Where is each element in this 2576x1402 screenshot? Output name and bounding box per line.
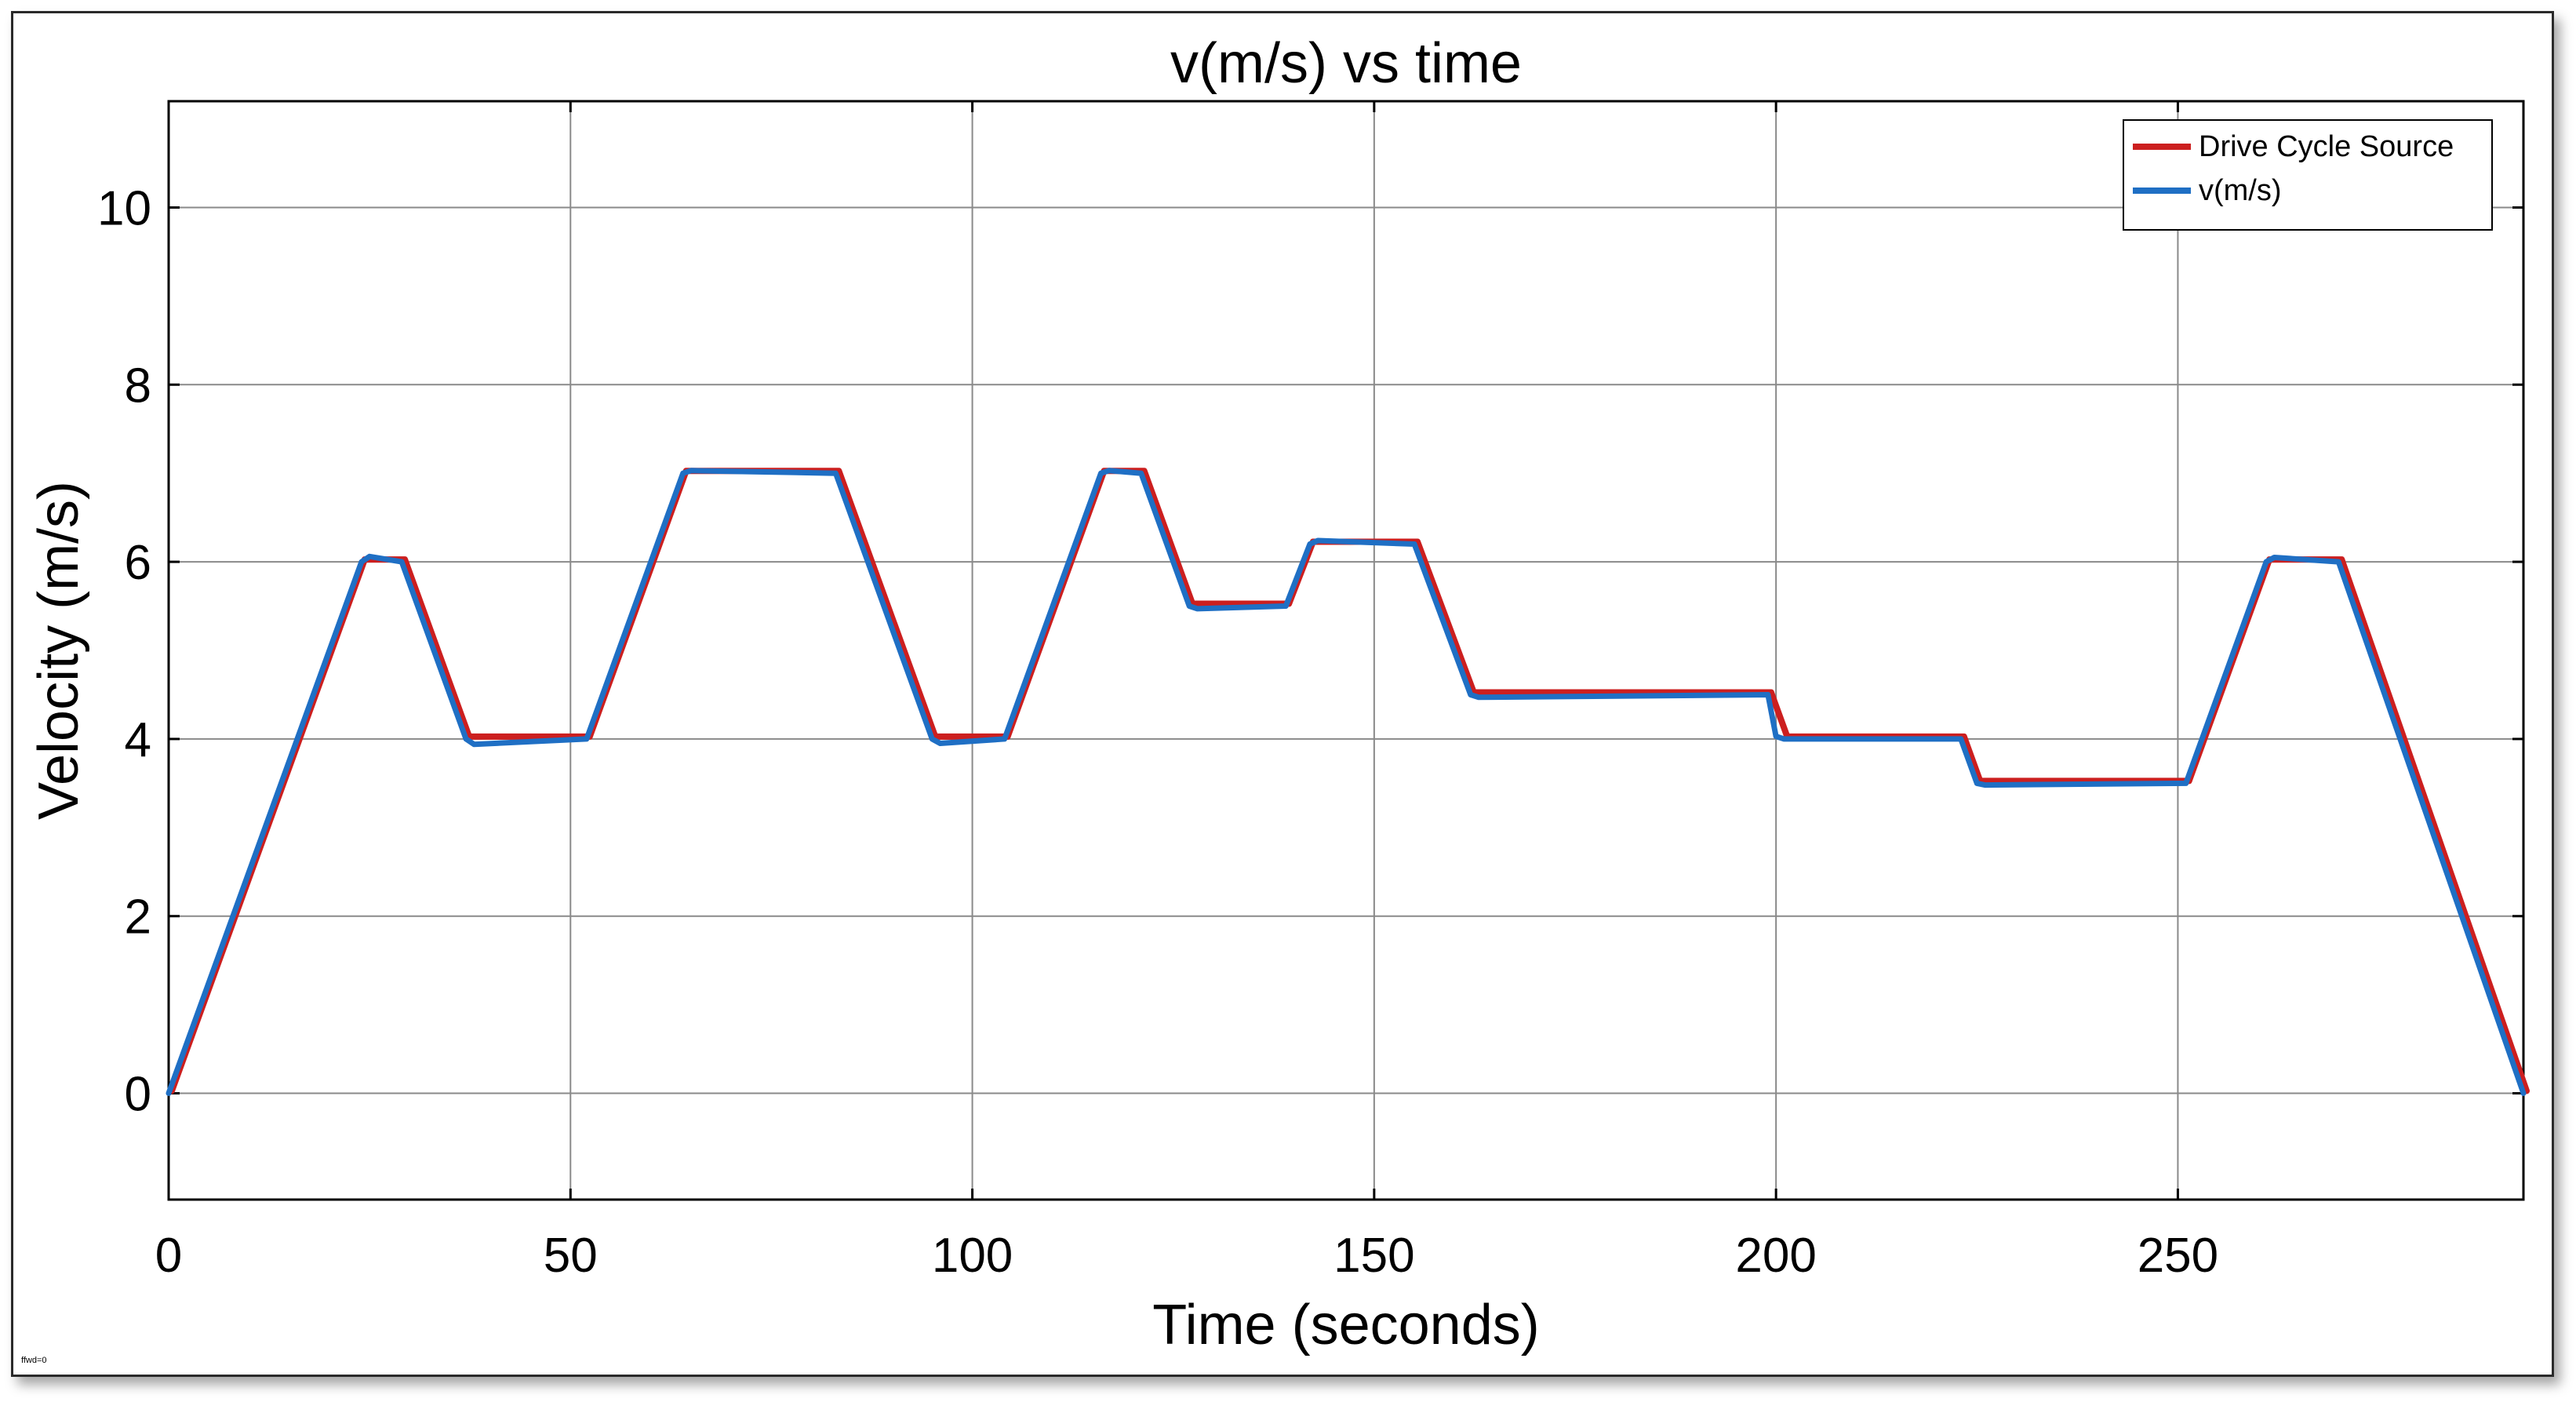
y-tick-label: 0 (125, 1068, 151, 1122)
x-tick-label: 150 (1333, 1229, 1414, 1283)
chart-svg: 0 50 100 150 200 250 0 2 4 6 8 10 v(m/s) vs time Ti… (21, 32, 2530, 1365)
x-tick-label: 50 (544, 1229, 598, 1283)
chart-title: v(m/s) vs time (1170, 32, 1522, 95)
x-tick-label: 200 (1735, 1229, 1816, 1283)
y-axis-label: Velocity (m/s) (27, 481, 90, 820)
legend: Drive Cycle Source v(m/s) (2123, 119, 2493, 231)
y-tick-label: 10 (97, 181, 151, 235)
x-tick-label: 100 (932, 1229, 1013, 1283)
series-layer (166, 468, 2530, 1096)
series-line-velocity (166, 468, 2527, 1096)
x-tick-label: 0 (155, 1229, 182, 1283)
legend-entry-label: Drive Cycle Source (2199, 130, 2454, 163)
chart-figure: 0 50 100 150 200 250 0 2 4 6 8 10 v(m/s) vs time Ti… (11, 11, 2554, 1377)
y-tick-label: 6 (125, 536, 151, 590)
y-tick-label: 4 (125, 713, 151, 767)
corner-note: ffwd=0 (21, 1356, 47, 1365)
grid-layer (168, 101, 2523, 1200)
y-tick-label: 2 (125, 890, 151, 945)
legend-box (2123, 119, 2493, 231)
x-tick-label: 250 (2138, 1229, 2218, 1283)
series-line-drive-cycle-source (169, 468, 2530, 1094)
legend-entry-label: v(m/s) (2199, 174, 2282, 207)
x-axis-label: Time (seconds) (1152, 1294, 1539, 1356)
tick-layer: 0 50 100 150 200 250 0 2 4 6 8 10 (97, 101, 2523, 1283)
y-tick-label: 8 (125, 359, 151, 413)
plot-area (167, 100, 2525, 1201)
